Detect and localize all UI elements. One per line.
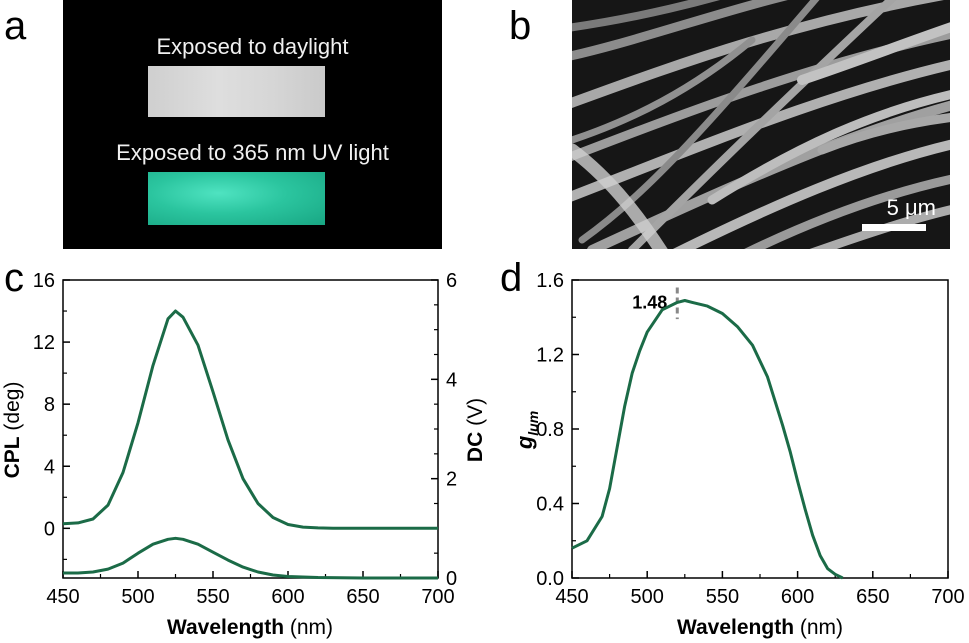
chart-c-series <box>62 309 438 580</box>
chart-d-x-label: Wavelength (nm) <box>677 616 843 639</box>
chart-c-frame <box>62 279 439 579</box>
y-tick-label: 0.0 <box>536 568 564 590</box>
chart-d-series <box>571 299 844 580</box>
caption-uv: Exposed to 365 nm UV light <box>116 140 389 165</box>
x-tick-label: 700 <box>421 586 454 608</box>
series-line-dc <box>63 536 438 580</box>
x-tick-label: 650 <box>856 586 889 608</box>
chart-c-x-ticks: 450 500 550 600 650 700 <box>46 571 455 608</box>
y-left-tick-label: 8 <box>44 394 55 416</box>
x-tick-label: 650 <box>346 586 379 608</box>
peak-value-label: 1.48 <box>632 292 667 312</box>
x-tick-label: 700 <box>931 586 964 608</box>
film-strip-uv <box>148 172 325 225</box>
chart-c-y-right-label: DC (V) <box>464 398 487 462</box>
x-tick-label: 500 <box>121 586 154 608</box>
sem-fibers-image <box>547 0 969 267</box>
chart-d-y-ticks: 0.0 0.4 0.8 1.2 1.6 <box>536 270 579 590</box>
y-left-tick-label: 12 <box>33 332 55 354</box>
series-line-glum <box>571 299 844 580</box>
y-tick-label: 0.4 <box>536 494 564 516</box>
photo-panel-a: Exposed to daylight Exposed to 365 nm UV… <box>63 0 442 249</box>
chart-c-y-left-label: CPL (deg) <box>1 382 24 479</box>
film-strip-daylight <box>148 66 325 117</box>
x-tick-label: 450 <box>46 586 79 608</box>
scale-bar <box>862 224 926 231</box>
x-tick-label: 500 <box>631 586 664 608</box>
y-tick-label: 0.8 <box>536 419 564 441</box>
panel-letter-c: c <box>4 256 24 300</box>
chart-d-annotation: 1.48 <box>632 287 679 320</box>
panel-letter-a: a <box>4 4 27 48</box>
caption-daylight: Exposed to daylight <box>156 34 349 59</box>
sem-image-panel-b: 5 μm <box>547 0 969 267</box>
chart-c-y-left-ticks: 0 4 8 12 16 <box>33 270 70 560</box>
series-line-cpl <box>62 309 438 530</box>
y-left-tick-label: 16 <box>33 270 55 292</box>
y-right-tick-label: 2 <box>446 469 457 491</box>
chart-d-x-ticks: 450 500 550 600 650 700 <box>555 571 965 608</box>
y-right-tick-label: 6 <box>446 270 457 292</box>
y-tick-label: 1.2 <box>536 345 564 367</box>
x-tick-label: 600 <box>271 586 304 608</box>
y-tick-label: 1.6 <box>536 270 564 292</box>
y-right-tick-label: 4 <box>446 369 457 391</box>
y-right-tick-label: 0 <box>446 568 457 590</box>
scale-bar-label: 5 μm <box>886 195 936 220</box>
panel-letter-d: d <box>500 256 523 300</box>
chart-d-frame <box>571 279 949 579</box>
x-tick-label: 450 <box>555 586 588 608</box>
chart-c-x-label: Wavelength (nm) <box>167 616 333 639</box>
panel-letter-b: b <box>509 4 532 48</box>
y-left-tick-label: 4 <box>44 456 55 478</box>
x-tick-label: 550 <box>196 586 229 608</box>
x-tick-label: 550 <box>706 586 739 608</box>
y-left-tick-label: 0 <box>44 518 55 540</box>
chart-c-y-right-ticks: 0 2 4 6 <box>431 270 457 590</box>
chart-d-y-label: glum <box>512 411 541 450</box>
x-tick-label: 600 <box>781 586 814 608</box>
